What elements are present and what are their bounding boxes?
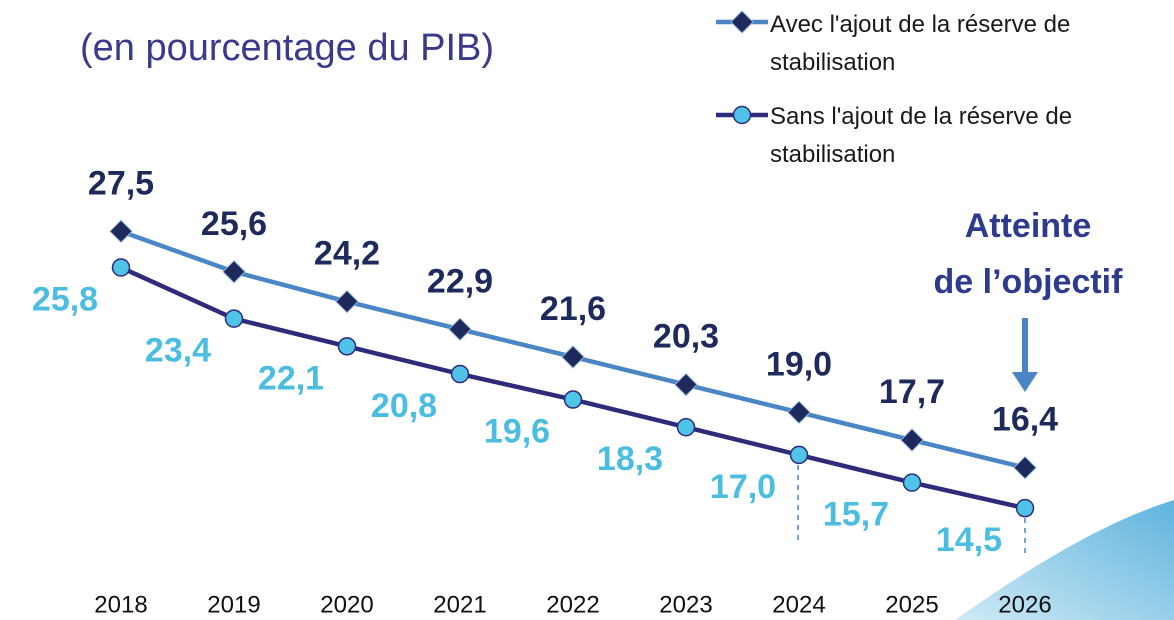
marker xyxy=(448,317,472,341)
marker xyxy=(900,428,924,452)
marker xyxy=(337,337,357,356)
data-label: 25,8 xyxy=(32,281,98,319)
data-label: 22,9 xyxy=(427,262,493,300)
chart-title: (en pourcentage du PIB) xyxy=(80,27,494,69)
decor-swoosh xyxy=(955,500,1174,620)
data-label: 19,0 xyxy=(766,345,832,383)
x-tick-label: 2019 xyxy=(207,591,260,618)
x-tick-label: 2026 xyxy=(998,591,1051,618)
marker xyxy=(674,372,698,397)
marker xyxy=(1015,498,1035,518)
data-label: 21,6 xyxy=(540,290,606,328)
data-label: 20,3 xyxy=(653,318,719,356)
x-tick-label: 2023 xyxy=(659,591,712,618)
data-label: 14,5 xyxy=(936,521,1002,559)
data-label: 15,7 xyxy=(823,496,889,534)
marker xyxy=(676,417,696,437)
marker xyxy=(111,258,131,277)
data-label: 27,5 xyxy=(88,164,154,202)
data-label: 18,3 xyxy=(597,440,663,478)
data-label: 20,8 xyxy=(371,387,437,425)
legend-label: Avec l'ajout de la réserve de stabilisat… xyxy=(770,11,1071,76)
data-label: 17,7 xyxy=(879,373,945,411)
annotation: de l’objectif xyxy=(934,263,1124,301)
marker xyxy=(730,10,754,34)
x-tick-label: 2025 xyxy=(885,591,938,618)
marker xyxy=(787,400,811,425)
data-label: 16,4 xyxy=(992,401,1058,439)
marker xyxy=(224,309,244,328)
data-label: 24,2 xyxy=(314,235,380,273)
marker xyxy=(1013,455,1037,480)
marker xyxy=(732,105,752,125)
x-tick-label: 2022 xyxy=(546,591,599,618)
x-tick-label: 2021 xyxy=(433,591,486,618)
legend-label: Sans l'ajout de la réserve de stabilisat… xyxy=(770,103,1073,168)
marker xyxy=(222,260,246,284)
marker xyxy=(561,345,585,369)
x-tick-label: 2024 xyxy=(772,591,825,618)
marker xyxy=(789,445,809,465)
x-tick-label: 2018 xyxy=(94,591,147,618)
marker xyxy=(563,390,583,409)
data-label: 22,1 xyxy=(258,359,324,397)
marker xyxy=(902,473,922,492)
x-tick-label: 2020 xyxy=(320,591,373,618)
marker xyxy=(335,289,359,314)
arrow-head xyxy=(1012,372,1038,392)
data-label: 19,6 xyxy=(484,413,550,451)
annotation: Atteinte xyxy=(965,207,1092,245)
data-label: 25,6 xyxy=(201,205,267,243)
marker xyxy=(450,364,470,384)
marker xyxy=(109,219,133,244)
data-label: 17,0 xyxy=(710,468,776,506)
data-label: 23,4 xyxy=(145,332,211,370)
